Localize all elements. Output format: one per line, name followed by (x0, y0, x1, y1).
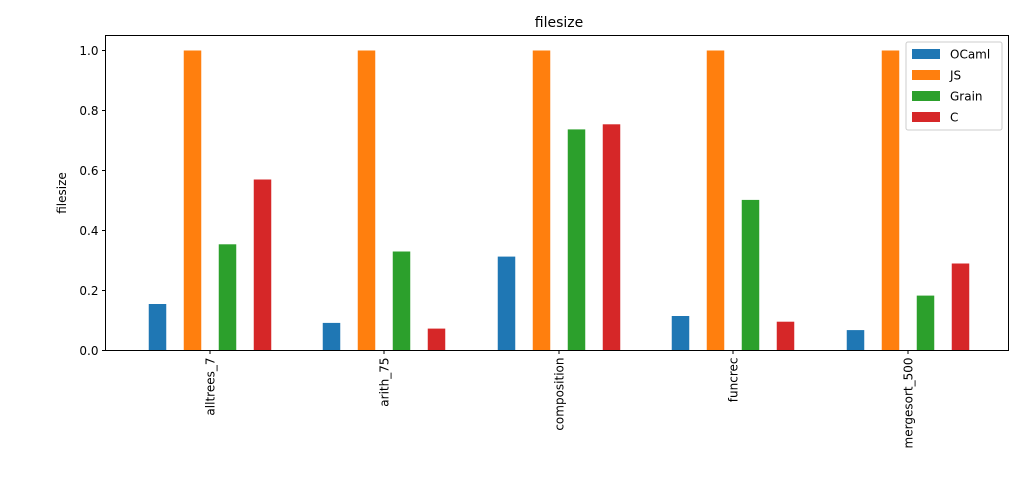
legend: OCaml JS Grain C (905, 41, 1003, 131)
y-tick-label: 0.2 (79, 284, 98, 298)
x-axis: alltrees_7 arith_75 composition funcrec merg… (204, 350, 916, 449)
legend-label-grain: Grain (950, 90, 983, 104)
legend-swatch-grain (912, 91, 940, 101)
legend-label-ocaml: OCaml (950, 48, 990, 62)
x-tick-label: arith_75 (378, 358, 392, 407)
bar-js-alltrees_7 (183, 50, 202, 351)
x-tick-label: mergesort_500 (902, 358, 916, 449)
bar-ocaml-mergesort_500 (846, 330, 865, 351)
bar-c-funcrec (776, 321, 795, 351)
bar-c-mergesort_500 (951, 263, 970, 351)
legend-swatch-ocaml (912, 49, 940, 59)
y-axis-title: filesize (55, 172, 69, 214)
bar-js-funcrec (706, 50, 725, 351)
bar-grain-alltrees_7 (218, 244, 237, 351)
bar-c-composition (602, 124, 621, 351)
y-tick-label: 0.8 (79, 104, 98, 118)
x-tick-label: alltrees_7 (204, 358, 218, 416)
bar-js-arith_75 (357, 50, 376, 351)
legend-swatch-js (912, 70, 940, 80)
x-tick-label: composition (553, 358, 567, 431)
plot-frame (105, 35, 1009, 351)
bar-ocaml-composition (497, 256, 516, 351)
legend-label-js: JS (949, 69, 961, 83)
bars-group (148, 50, 970, 351)
bar-grain-composition (567, 129, 586, 351)
bar-ocaml-arith_75 (322, 322, 341, 351)
bar-c-arith_75 (427, 328, 446, 351)
y-tick-label: 1.0 (79, 44, 98, 58)
y-axis: 0.0 0.2 0.4 0.6 0.8 1.0 (79, 44, 106, 358)
chart-title: filesize (535, 15, 583, 31)
legend-swatch-c (912, 112, 940, 122)
bar-js-composition (532, 50, 551, 351)
legend-label-c: C (950, 111, 958, 125)
y-tick-label: 0.4 (79, 224, 98, 238)
bar-js-mergesort_500 (881, 50, 900, 351)
bar-ocaml-alltrees_7 (148, 304, 167, 351)
bar-c-alltrees_7 (253, 179, 272, 351)
y-tick-label: 0.6 (79, 164, 98, 178)
x-tick-label: funcrec (727, 358, 741, 403)
legend-box (905, 41, 1003, 131)
y-tick-label: 0.0 (79, 344, 98, 358)
bar-grain-mergesort_500 (916, 295, 935, 351)
bar-grain-funcrec (741, 199, 760, 351)
bar-grain-arith_75 (392, 251, 411, 351)
bar-ocaml-funcrec (671, 316, 690, 351)
